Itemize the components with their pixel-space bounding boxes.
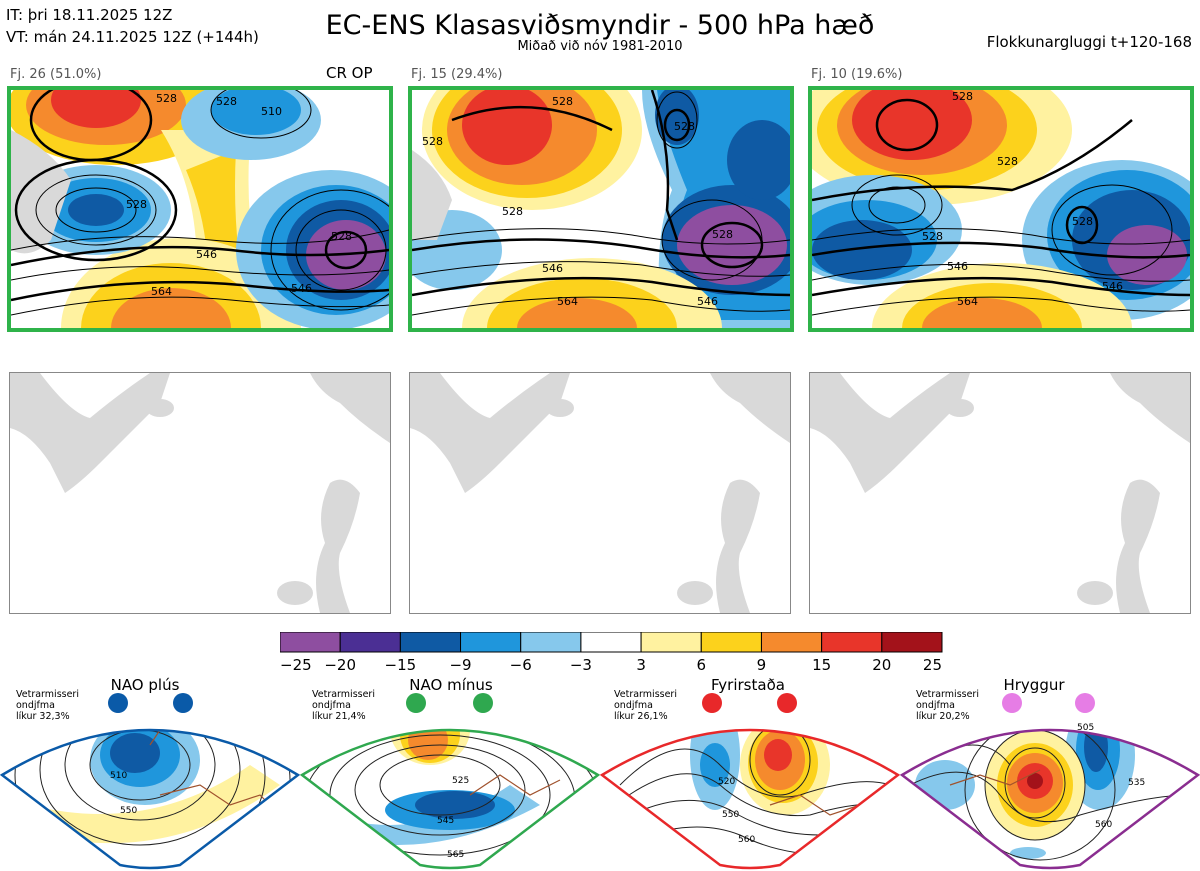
cluster-1-badge: CR OP: [326, 64, 373, 82]
colorbar-swatch: [760, 631, 823, 653]
regime-1-title: NAO plús: [110, 676, 180, 694]
regime-contour-label: 535: [1128, 778, 1145, 788]
contour-label: 528: [997, 155, 1018, 168]
regime-contour-label: 565: [447, 850, 464, 860]
contour-label: 546: [947, 260, 968, 273]
colorbar-swatch: [279, 631, 341, 653]
colorbar-swatch: [460, 631, 522, 653]
empty-map-2: [409, 372, 791, 614]
empty-map-1: [9, 372, 391, 614]
colorbar-swatch: [881, 631, 943, 653]
page-subtitle: Miðað við nóv 1981-2010: [517, 39, 683, 54]
colorbar-tick-label: −20: [324, 656, 356, 674]
regime-dot: [173, 693, 193, 713]
regime-3-note: Vetrarmisseri ondjfma líkur 26,1%: [614, 689, 677, 722]
contour-label: 510: [261, 105, 282, 118]
regime-dot: [1075, 693, 1095, 713]
regime-contour-label: 550: [120, 806, 137, 816]
regime-dot: [1002, 693, 1022, 713]
cluster-1-map: 510 528 528 528 528 546 546 564: [7, 86, 393, 332]
regime-contour-label: 550: [722, 810, 739, 820]
cluster-2-map: 528 528 528 528 528 546 546 564: [408, 86, 794, 332]
contour-label: 528: [156, 92, 177, 105]
regime-contour-label: 510: [110, 771, 127, 781]
contour-label: 546: [1102, 280, 1123, 293]
regime-contour-label: 520: [718, 777, 735, 787]
contour-label: 528: [922, 230, 943, 243]
contour-label: 564: [557, 295, 578, 308]
empty-map-3: [809, 372, 1191, 614]
valid-time: VT: mán 24.11.2025 12Z (+144h): [6, 28, 259, 46]
colorbar-swatch: [700, 631, 762, 653]
colorbar-swatch: [580, 631, 642, 653]
colorbar-tick-label: −6: [510, 656, 532, 674]
colorbar-tick-label: −9: [449, 656, 471, 674]
colorbar-swatch: [520, 631, 582, 653]
colorbar-tick-label: −25: [280, 656, 312, 674]
contour-label: 528: [712, 228, 733, 241]
colorbar-tick-label: 9: [757, 656, 767, 674]
regime-1-note: Vetrarmisseri ondjfma líkur 32,3%: [16, 689, 79, 722]
regime-4-note: Vetrarmisseri ondjfma líkur 20,2%: [916, 689, 979, 722]
contour-label: 528: [1072, 215, 1093, 228]
contour-label: 528: [552, 95, 573, 108]
initial-time: IT: þri 18.11.2025 12Z: [6, 6, 173, 24]
colorbar-swatch: [821, 631, 883, 653]
contour-label: 528: [331, 230, 352, 243]
contour-label: 546: [542, 262, 563, 275]
regime-dot: [473, 693, 493, 713]
contour-label: 564: [957, 295, 978, 308]
colorbar: −25 −20 −15 −9 −6 −3 3 6 9 15 20 25: [279, 631, 960, 678]
contour-label: 528: [422, 135, 443, 148]
page-title: EC-ENS Klasasviðsmyndir - 500 hPa hæð: [325, 10, 875, 41]
regime-contour-label: 505: [1077, 723, 1094, 733]
regime-3-title: Fyrirstaða: [711, 676, 785, 694]
regime-dot: [108, 693, 128, 713]
regime-maps: 510 550 525 545 565: [0, 693, 1200, 870]
colorbar-tick-label: −3: [570, 656, 592, 674]
colorbar-swatch: [399, 631, 462, 653]
classification-window: Flokkunargluggi t+120-168: [986, 33, 1192, 51]
regime-contour-label: 545: [437, 816, 454, 826]
regime-4-title: Hryggur: [1003, 676, 1065, 694]
cluster-3-label: Fj. 10 (19.6%): [811, 67, 903, 82]
regime-contour-label: 560: [1095, 820, 1112, 830]
colorbar-swatch: [339, 631, 401, 653]
regime-2-note: Vetrarmisseri ondjfma líkur 21,4%: [312, 689, 375, 722]
contour-label: 528: [674, 120, 695, 133]
colorbar-tick-label: −15: [385, 656, 417, 674]
colorbar-tick-label: 6: [696, 656, 706, 674]
contour-label: 546: [291, 282, 312, 295]
colorbar-tick-label: 20: [872, 656, 891, 674]
regime-dot: [406, 693, 426, 713]
regime-2-title: NAO mínus: [409, 676, 493, 694]
regime-contour-label: 525: [452, 776, 469, 786]
contour-label: 546: [697, 295, 718, 308]
regime-dot: [702, 693, 722, 713]
cluster-1-label: Fj. 26 (51.0%): [10, 67, 102, 82]
contour-label: 528: [126, 198, 147, 211]
contour-label: 564: [151, 285, 172, 298]
colorbar-tick-label: 15: [812, 656, 831, 674]
colorbar-swatch: [640, 631, 702, 653]
cluster-2-label: Fj. 15 (29.4%): [411, 67, 503, 82]
regime-contour-label: 560: [738, 835, 755, 845]
cluster-3-map: 528 528 528 528 546 546 564: [808, 86, 1194, 332]
contour-label: 528: [216, 95, 237, 108]
contour-label: 546: [196, 248, 217, 261]
run-info: IT: þri 18.11.2025 12Z VT: mán 24.11.202…: [6, 4, 259, 48]
contour-label: 528: [952, 90, 973, 103]
regime-dot: [777, 693, 797, 713]
contour-label: 528: [502, 205, 523, 218]
colorbar-tick-label: 25: [923, 656, 942, 674]
colorbar-tick-label: 3: [636, 656, 646, 674]
